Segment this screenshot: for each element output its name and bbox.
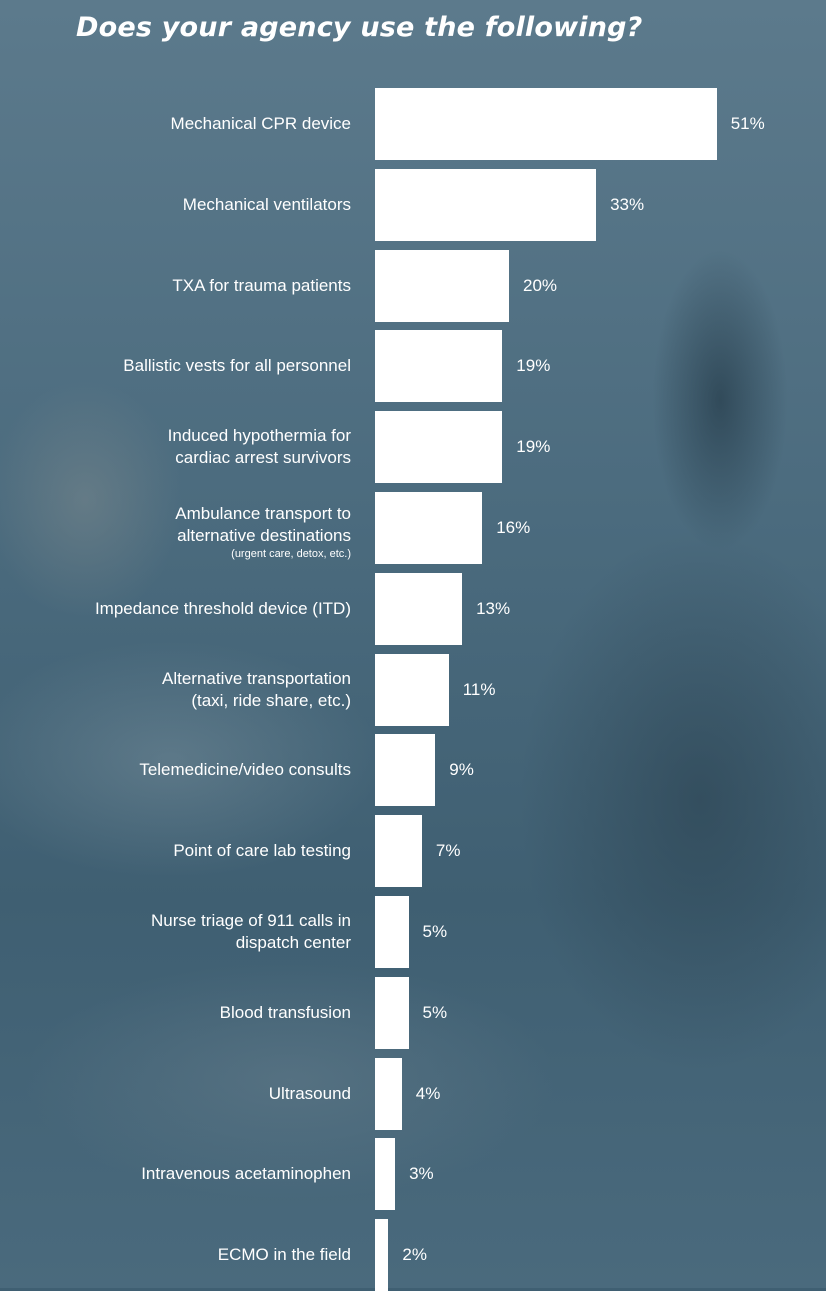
category-label-line: TXA for trauma patients [172, 275, 351, 295]
category-label-line: alternative destinations [177, 526, 351, 545]
category-label-line: Ballistic vests for all personnel [123, 356, 351, 376]
value-label: 2% [402, 1245, 427, 1265]
bar [375, 653, 449, 726]
bar [375, 896, 409, 968]
category-label: Intravenous acetaminophen [11, 1163, 351, 1185]
category-label-line: Induced hypothermia for [167, 426, 351, 446]
category-label: Ultrasound [11, 1083, 351, 1105]
category-label: ECMO in the field [11, 1244, 351, 1266]
value-label: 11% [462, 679, 496, 699]
value-label: 20% [523, 275, 558, 295]
category-label-line: Ultrasound [268, 1083, 351, 1103]
category-label-line: Nurse triage of 911 calls in [150, 911, 351, 930]
chart-title: Does your agency use the following? [76, 12, 643, 43]
bar [375, 572, 463, 645]
bar [375, 734, 436, 807]
value-label: 13% [476, 598, 511, 618]
bar [375, 1138, 396, 1211]
bar [375, 1057, 402, 1130]
bar [375, 249, 509, 322]
category-label-line: Telemedicine/video consults [139, 760, 351, 780]
bar [375, 492, 483, 564]
category-label: Mechanical CPR device [11, 113, 351, 135]
category-label: Telemedicine/video consults [11, 759, 351, 781]
bar [375, 1219, 389, 1291]
value-label: 9% [449, 760, 474, 780]
category-label-line: (taxi, ride share, etc.) [191, 690, 351, 710]
value-label: 33% [610, 194, 645, 214]
category-label: Point of care lab testing [11, 840, 351, 862]
category-label: Ballistic vests for all personnel [11, 355, 351, 377]
category-label-line: Point of care lab testing [173, 841, 351, 861]
value-label: 3% [409, 1164, 434, 1184]
value-label: 51% [730, 114, 765, 133]
category-label-line: Mechanical ventilators [182, 194, 351, 214]
value-label: 4% [415, 1083, 441, 1103]
category-label-line: Ambulance transport to [175, 504, 351, 523]
bar [375, 330, 503, 403]
category-label-line: Mechanical CPR device [170, 114, 351, 133]
category-label-line: Blood transfusion [219, 1002, 351, 1022]
category-label-line: Intravenous acetaminophen [141, 1164, 351, 1184]
category-label: Ambulance transport to alternative destin… [11, 503, 351, 561]
value-label: 7% [435, 841, 461, 861]
category-label: Mechanical ventilators [11, 194, 351, 216]
value-label: 19% [516, 437, 551, 457]
bar [375, 88, 717, 160]
bar [375, 411, 503, 484]
category-label-line: ECMO in the field [217, 1245, 351, 1265]
category-label: TXA for trauma patients [11, 275, 351, 297]
category-label: Nurse triage of 911 calls in dispatch cen… [11, 910, 351, 954]
category-note: (urgent care, detox, etc.) [231, 548, 351, 560]
category-label-line: dispatch center [235, 933, 351, 952]
category-label: Induced hypothermia for cardiac arrest su… [11, 425, 351, 469]
bar [375, 815, 422, 888]
category-label: Alternative transportation (taxi, ride sh… [11, 668, 351, 712]
value-label: 16% [496, 518, 531, 537]
value-label: 19% [516, 356, 551, 376]
category-label-line: cardiac arrest survivors [175, 448, 351, 468]
value-label: 5% [422, 1002, 448, 1022]
bar [375, 976, 409, 1049]
category-label-line: Alternative transportation [162, 668, 351, 688]
category-label-line: Impedance threshold device (ITD) [94, 598, 351, 618]
category-label: Blood transfusion [11, 1002, 351, 1024]
bar [375, 168, 597, 241]
value-label: 5% [422, 922, 448, 941]
category-label: Impedance threshold device (ITD) [11, 598, 351, 620]
